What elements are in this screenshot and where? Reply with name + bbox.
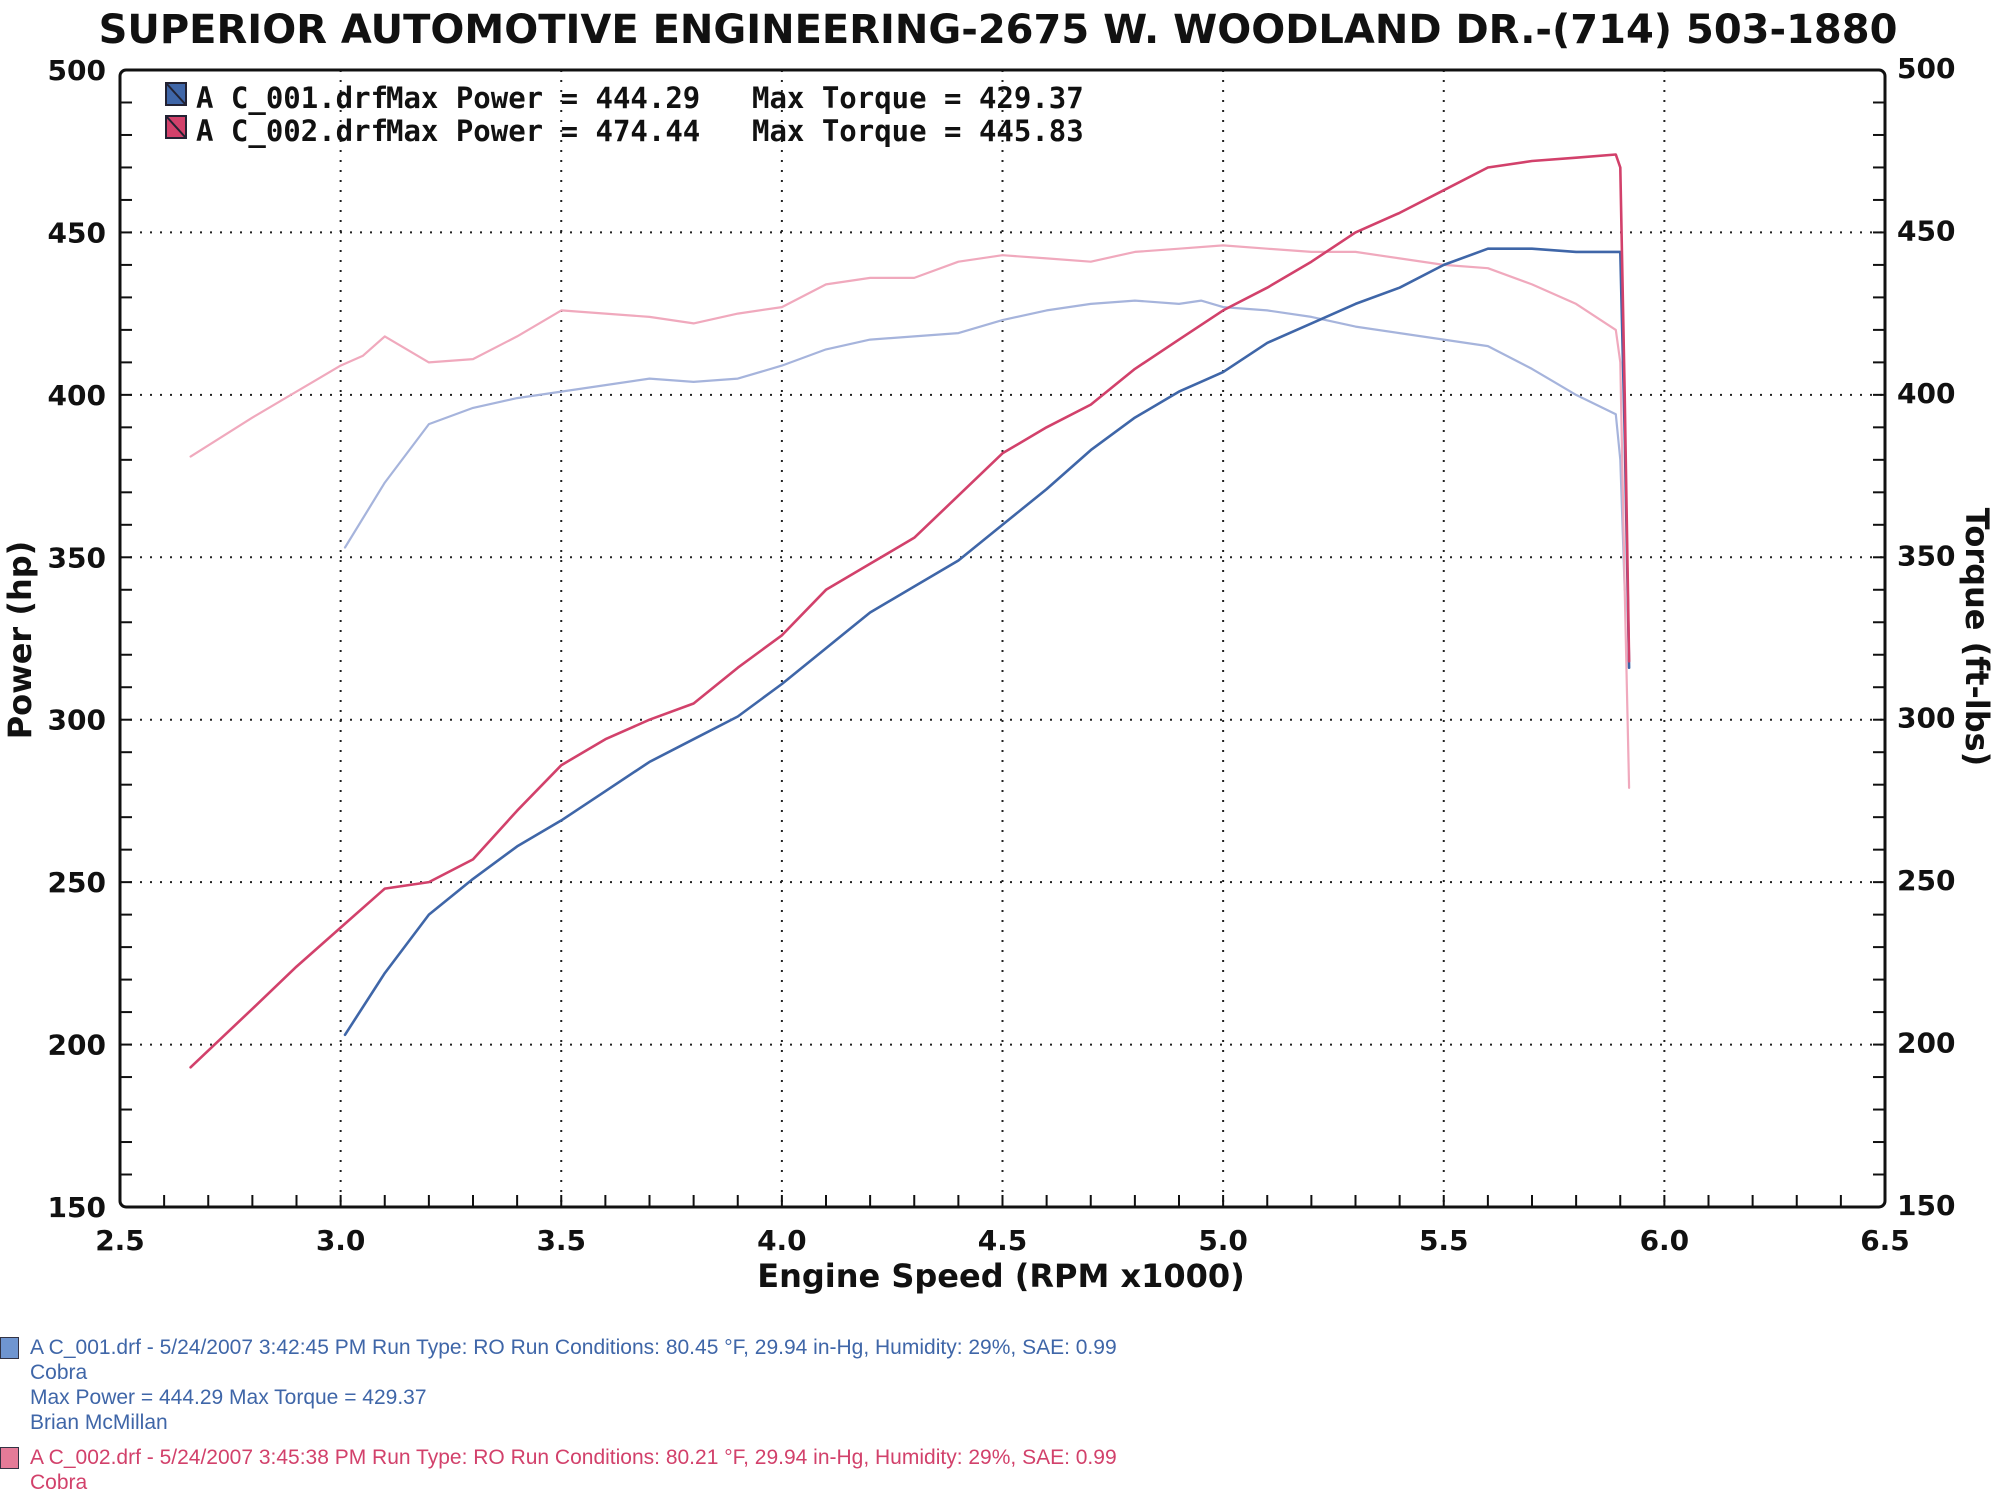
legend-swatch-slash-run-2 xyxy=(165,115,187,139)
legend-power-run-2: Max Power = 474.44 xyxy=(386,114,700,148)
run-1-operator: Brian McMillan xyxy=(30,1411,168,1434)
run-2-summary: A C_002.drf - 5/24/2007 3:45:38 PM Run T… xyxy=(30,1446,1117,1469)
legend-swatch-slash-run-1 xyxy=(165,82,187,106)
run-info-1: A C_001.drf - 5/24/2007 3:42:45 PM Run T… xyxy=(0,1335,1997,1435)
y-tick-label: 150 xyxy=(48,1191,106,1224)
run-2-vehicle: Cobra xyxy=(30,1471,88,1494)
y2-tick-label: 200 xyxy=(1897,1027,1955,1060)
y-tick-label: 500 xyxy=(48,54,106,87)
legend-entry-run-2: A C_002.drf Max Power = 474.44 Max Torqu… xyxy=(165,114,1084,148)
y2-axis-title: Torque (ft-lbs) xyxy=(1958,508,1996,767)
run-1-swatch xyxy=(0,1337,19,1359)
y-tick-label: 300 xyxy=(48,704,106,737)
y2-tick-label: 250 xyxy=(1897,864,1955,897)
y-tick-label: 450 xyxy=(48,216,106,249)
x-tick-label: 6.5 xyxy=(1860,1224,1910,1257)
legend: A C_001.drf Max Power = 444.29 Max Torqu… xyxy=(165,81,1084,148)
run-1-summary: A C_001.drf - 5/24/2007 3:42:45 PM Run T… xyxy=(30,1336,1117,1359)
x-tick-label: 5.5 xyxy=(1419,1224,1469,1257)
y-tick-label: 350 xyxy=(48,541,106,574)
y2-tick-label: 150 xyxy=(1897,1189,1955,1222)
legend-torque-run-1: Max Torque = 429.37 xyxy=(752,81,1084,115)
legend-file-run-2: A C_002.drf xyxy=(196,114,388,148)
series-line-torque-run-2 xyxy=(189,244,1631,789)
run-1-max-values: Max Power = 444.29 Max Torque = 429.37 xyxy=(30,1386,427,1409)
legend-power-run-1: Max Power = 444.29 xyxy=(386,81,700,115)
series-line-torque-run-1 xyxy=(343,299,1626,591)
x-tick-label: 6.0 xyxy=(1640,1224,1690,1257)
tick-labels: 2.5 3.0 3.5 4.0 4.5 5.0 5.5 6.0 6.51502002503003… xyxy=(48,52,1956,1257)
chart-title: SUPERIOR AUTOMOTIVE ENGINEERING-2675 W. … xyxy=(99,7,1898,53)
run-1-vehicle: Cobra xyxy=(30,1361,88,1384)
legend-file-run-1: A C_001.drf xyxy=(196,81,388,115)
y2-tick-label: 500 xyxy=(1897,52,1955,85)
y2-tick-label: 400 xyxy=(1897,377,1955,410)
y2-tick-label: 300 xyxy=(1897,702,1955,735)
y-tick-label: 250 xyxy=(48,866,106,899)
y-tick-label: 200 xyxy=(48,1029,106,1062)
run-2-swatch xyxy=(0,1447,19,1469)
y2-tick-label: 350 xyxy=(1897,539,1955,572)
x-tick-label: 4.0 xyxy=(757,1224,807,1257)
legend-entry-run-1: A C_001.drf Max Power = 444.29 Max Torqu… xyxy=(165,81,1084,115)
run-details: A C_001.drf - 5/24/2007 3:42:45 PM Run T… xyxy=(0,1335,1997,1505)
legend-torque-run-2: Max Torque = 445.83 xyxy=(752,114,1084,148)
series-line-power-run-1 xyxy=(343,247,1631,1037)
y-axis-title: Power (hp) xyxy=(1,541,39,740)
y2-tick-label: 450 xyxy=(1897,214,1955,247)
x-tick-label: 4.5 xyxy=(978,1224,1028,1257)
series-lines xyxy=(189,153,1631,1069)
series-line-power-run-2 xyxy=(189,153,1631,1069)
axis-ticks xyxy=(120,101,1885,1207)
x-axis-title: Engine Speed (RPM x1000) xyxy=(757,1257,1245,1295)
x-tick-label: 5.0 xyxy=(1198,1224,1248,1257)
x-tick-label: 3.5 xyxy=(536,1224,586,1257)
y-tick-label: 400 xyxy=(48,379,106,412)
x-tick-label: 2.5 xyxy=(95,1224,145,1257)
grid-lines xyxy=(120,70,1885,1207)
x-tick-label: 3.0 xyxy=(316,1224,366,1257)
